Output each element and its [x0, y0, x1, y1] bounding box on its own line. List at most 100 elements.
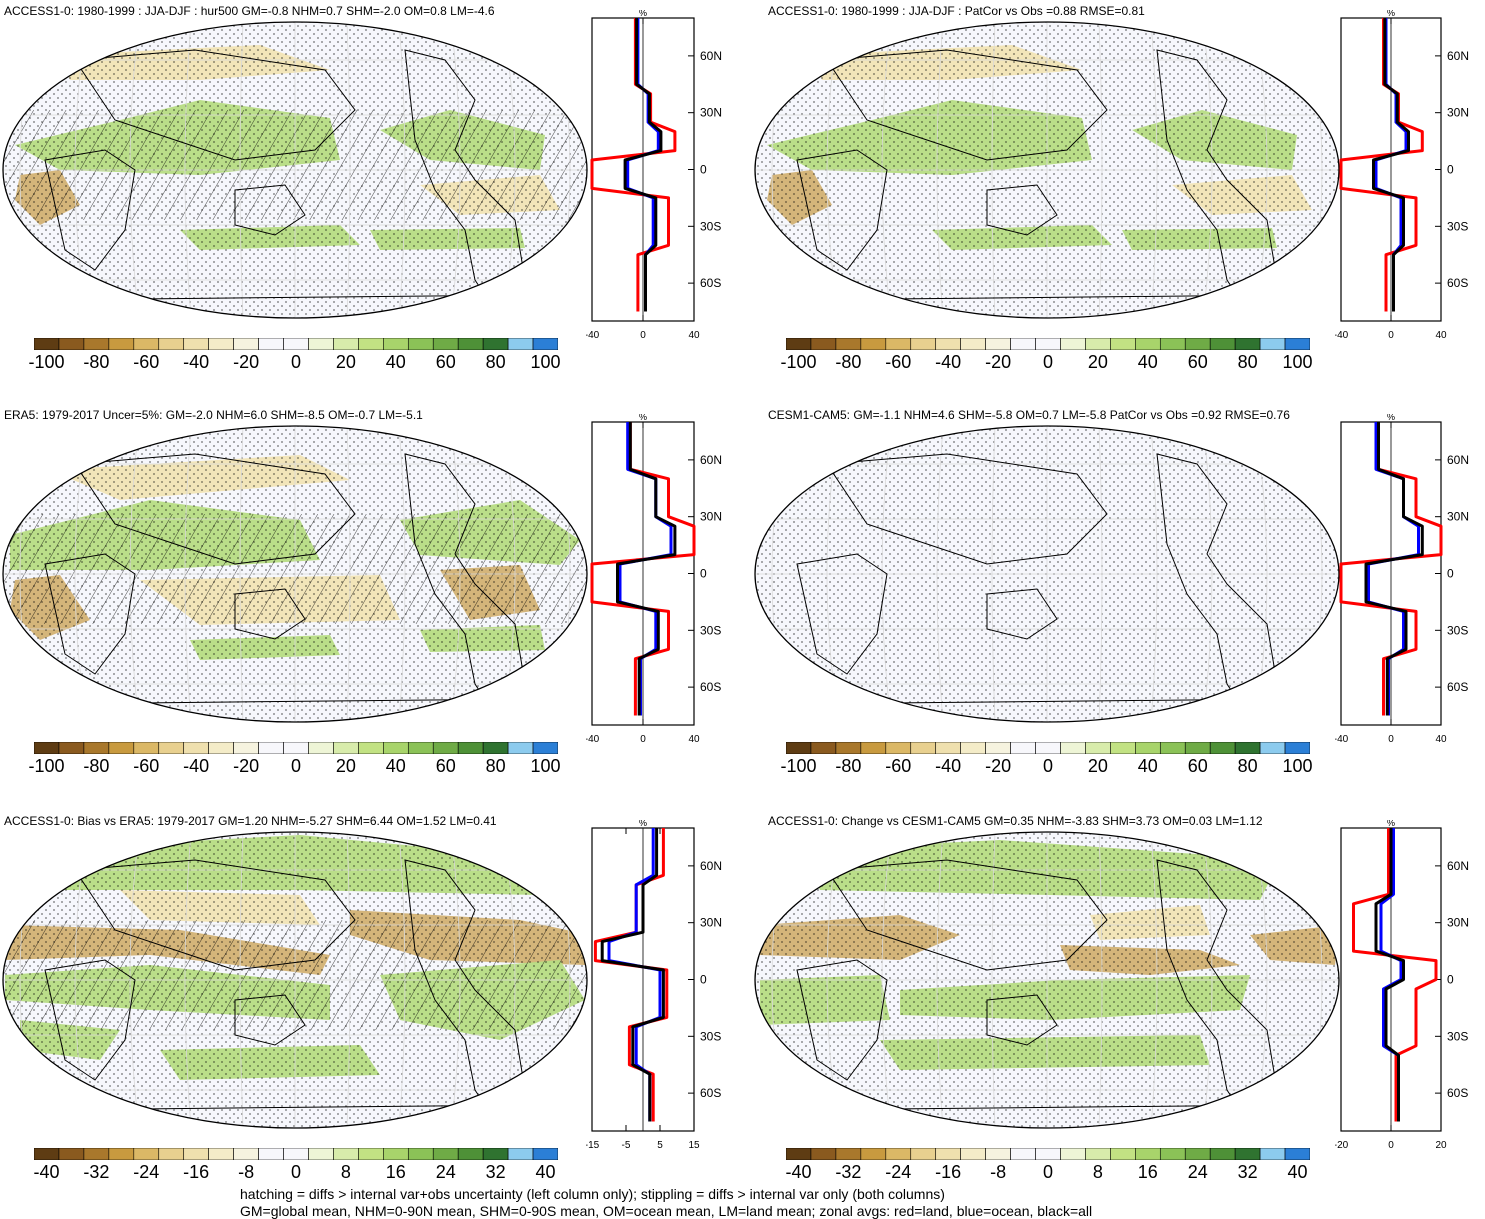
lat-tick-label: 30N [1447, 916, 1469, 930]
zonal-tick-label: -20 [1335, 1140, 1349, 1151]
colorbar-swatch [885, 1148, 912, 1160]
colorbar-label: 100 [530, 756, 561, 776]
colorbar-swatch [532, 742, 558, 754]
colorbar-swatch [358, 742, 384, 754]
zonal-line-all [600, 828, 665, 1122]
colorbar-swatch [158, 338, 185, 350]
colorbar-swatch [985, 338, 1011, 350]
lat-tick-label: 60S [1447, 1086, 1468, 1100]
colorbar-swatch [407, 338, 434, 350]
colorbar [34, 1148, 558, 1160]
lat-tick-label: 0 [700, 973, 707, 987]
lat-tick-label: 30N [700, 510, 722, 524]
map [754, 425, 1340, 723]
colorbar-swatch [457, 338, 484, 350]
colorbar-swatch [1110, 338, 1136, 350]
colorbar-swatch [935, 742, 961, 754]
colorbar-swatch [1085, 338, 1111, 350]
colorbar-swatch [108, 742, 135, 754]
colorbar-swatch [860, 1148, 887, 1160]
colorbar-swatch [786, 1148, 812, 1160]
colorbar-swatch [482, 1148, 509, 1160]
colorbar-swatch [1284, 742, 1310, 754]
colorbar-swatch [960, 1148, 986, 1160]
colorbar-label: -20 [233, 352, 260, 372]
colorbar-label: -32 [83, 1162, 110, 1182]
lat-tick-label: 0 [700, 567, 707, 581]
colorbar-swatch [507, 1148, 534, 1160]
colorbar-swatch [985, 742, 1011, 754]
colorbar-swatch [786, 338, 812, 350]
colorbar-swatch [1234, 742, 1261, 754]
map [2, 425, 588, 723]
colorbar-swatch [910, 742, 937, 754]
colorbar-swatch [1010, 338, 1036, 350]
colorbar-label: -80 [835, 756, 862, 776]
colorbar-label: 24 [435, 1162, 456, 1182]
colorbar-swatch [34, 338, 60, 350]
zonal-tick-label: -40 [586, 330, 600, 341]
colorbar-label: -16 [183, 1162, 210, 1182]
colorbar-label: 20 [1087, 756, 1108, 776]
colorbar-swatch [1159, 742, 1186, 754]
colorbar-label: -60 [885, 756, 912, 776]
zonal-line-land [590, 18, 677, 312]
colorbar [786, 1148, 1310, 1160]
colorbar-label: 40 [385, 756, 406, 776]
zonal-tick-label: 15 [688, 1140, 700, 1151]
lat-tick-label: 30S [700, 623, 721, 637]
colorbar-label: 40 [1287, 1162, 1308, 1182]
colorbar-swatch [1060, 1148, 1086, 1160]
colorbar-swatch [935, 1148, 961, 1160]
colorbar-swatch [482, 338, 509, 350]
colorbar-swatch [283, 1148, 309, 1160]
colorbar-swatch [108, 1148, 135, 1160]
lat-tick-label: 30N [1447, 510, 1469, 524]
colorbar-swatch [1135, 338, 1161, 350]
colorbar-label: 40 [1137, 756, 1158, 776]
colorbar-label: 0 [1042, 1162, 1054, 1182]
colorbar-swatch [1234, 338, 1261, 350]
colorbar-label: 100 [530, 352, 561, 372]
colorbar-swatch [532, 1148, 558, 1160]
colorbar-label: -32 [835, 1162, 862, 1182]
colorbar-swatch [810, 1148, 837, 1160]
lat-tick-label: 30S [700, 219, 721, 233]
zonal-line-land [1339, 18, 1424, 312]
colorbar-label: 0 [290, 756, 302, 776]
colorbar-swatch [83, 1148, 110, 1160]
zonal-mean-plot: % 60N 30N 0 30S 60S -40 0 40 [586, 414, 722, 745]
colorbar-swatch [1234, 1148, 1261, 1160]
colorbar-swatch [1135, 742, 1161, 754]
colorbar-swatch [1085, 742, 1111, 754]
colorbar-swatch [1284, 338, 1310, 350]
colorbar-label: -60 [133, 352, 160, 372]
colorbar-label: -40 [935, 756, 962, 776]
colorbar-swatch [358, 1148, 384, 1160]
colorbar-swatch [58, 338, 85, 350]
map [2, 21, 588, 319]
colorbar-swatch [935, 338, 961, 350]
colorbar-swatch [885, 742, 912, 754]
colorbar-label: -40 [785, 1162, 812, 1182]
zonal-line-ocean [1367, 422, 1420, 716]
map [754, 21, 1340, 319]
colorbar-swatch [283, 742, 309, 754]
colorbar-swatch [432, 1148, 459, 1160]
colorbar-swatch [183, 338, 209, 350]
zonal-mean-plot: % 60N 30N 0 30S 60S -40 0 40 [1335, 10, 1469, 341]
lat-tick-label: 30S [700, 1029, 721, 1043]
colorbar-swatch [860, 742, 887, 754]
colorbar-swatch [208, 1148, 234, 1160]
colorbar-swatch [383, 1148, 409, 1160]
colorbar-swatch [885, 338, 912, 350]
zonal-tick-label: 40 [1435, 330, 1447, 341]
colorbar-swatch [1259, 742, 1286, 754]
colorbar-label: 20 [335, 756, 356, 776]
zonal-line-land [1352, 828, 1438, 1122]
colorbar-swatch [786, 742, 812, 754]
map [2, 831, 588, 1129]
colorbar-swatch [133, 1148, 160, 1160]
lat-tick-label: 30N [1447, 106, 1469, 120]
lat-tick-label: 60N [1447, 453, 1469, 467]
